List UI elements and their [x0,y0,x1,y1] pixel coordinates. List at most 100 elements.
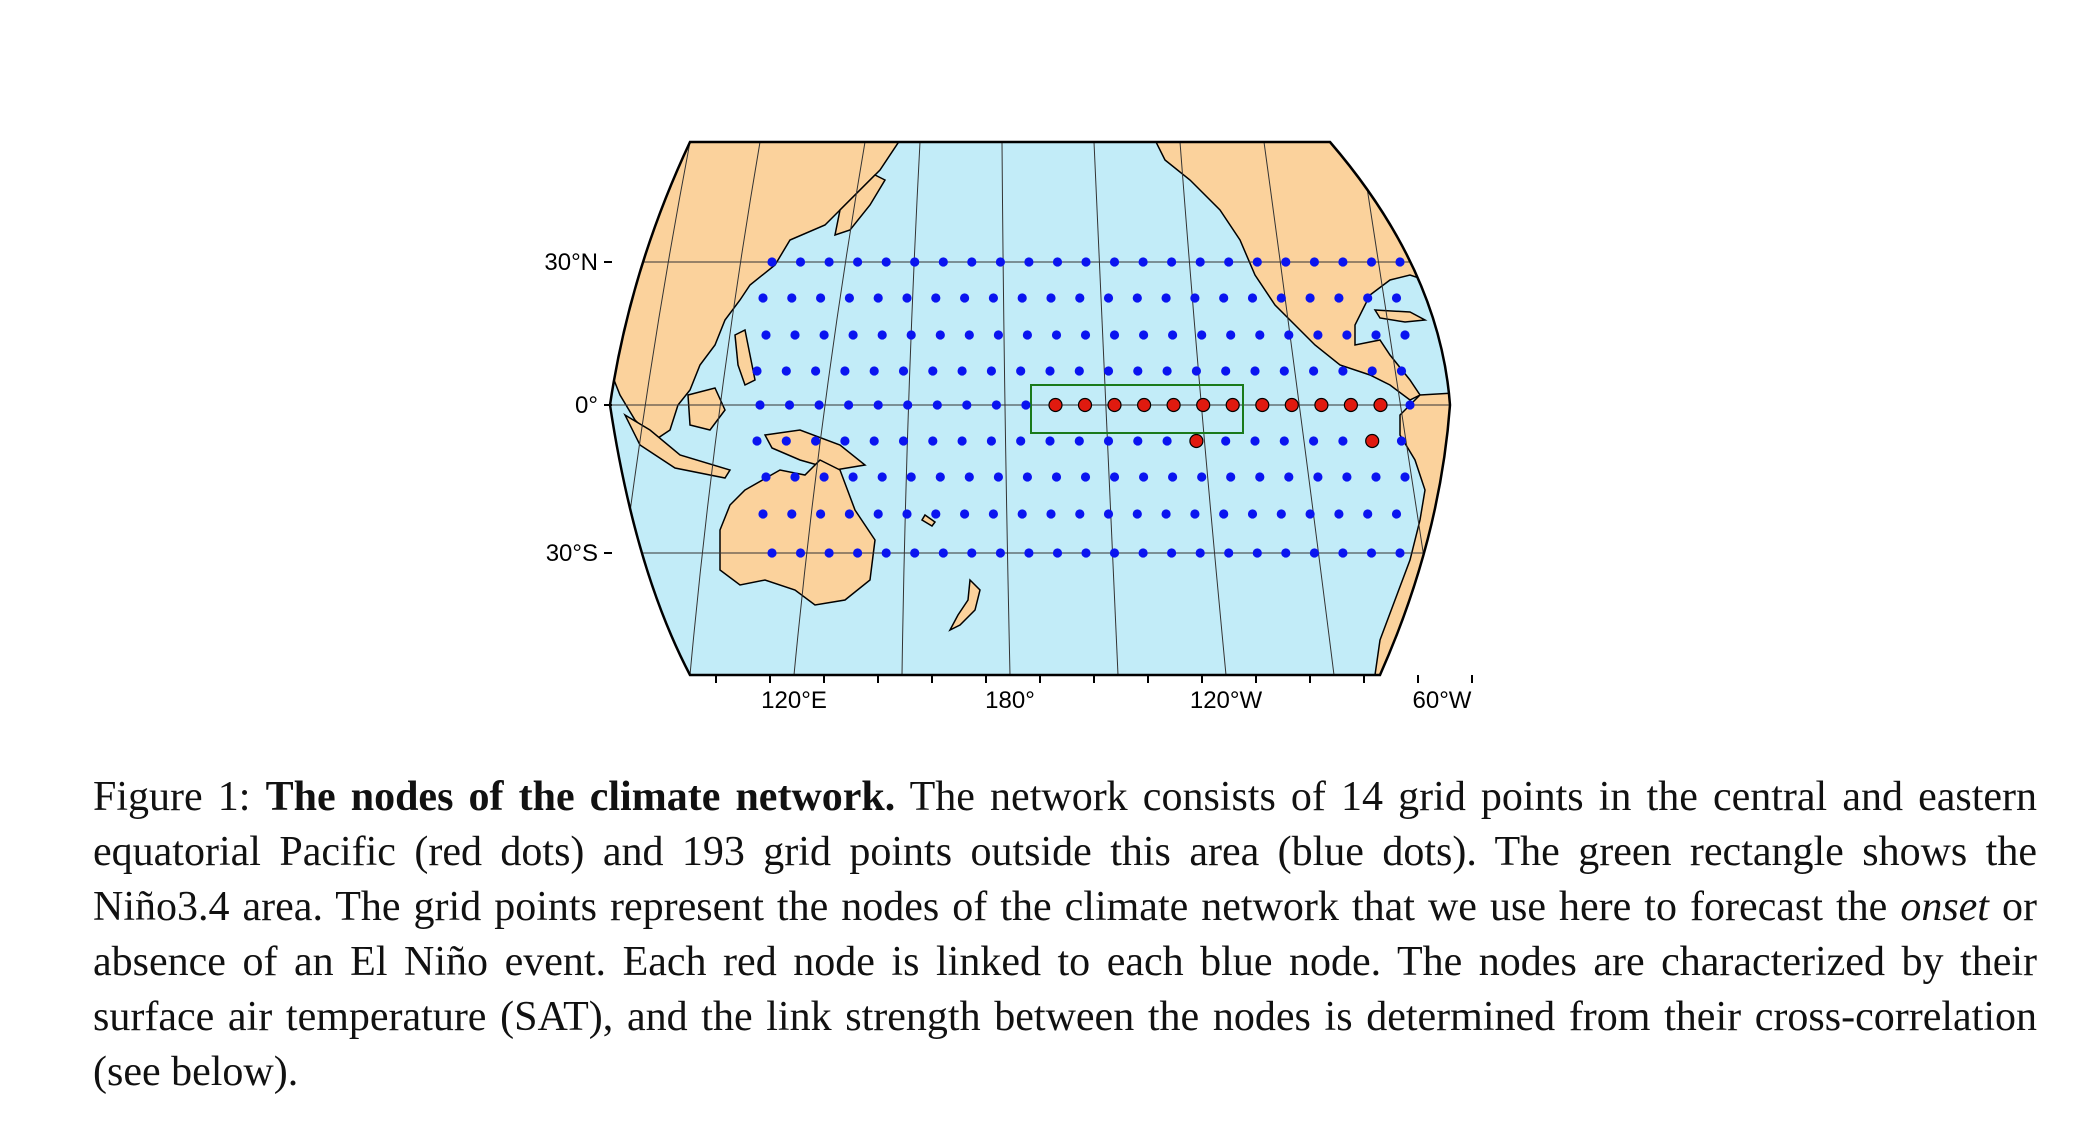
blue-node [819,472,829,482]
blue-node [1305,293,1315,303]
blue-node [1252,257,1262,267]
blue-node [960,509,970,519]
blue-node [986,436,996,446]
australia-landmass [719,459,876,606]
blue-node [1168,472,1178,482]
blue-node [1281,548,1291,558]
blue-node [962,400,972,410]
blue-node [877,330,887,340]
blue-node [1103,509,1114,519]
meridian-line [689,142,761,675]
red-node [1255,397,1270,413]
blue-node [1052,548,1063,558]
borneo-island [687,387,726,431]
blue-node [1396,436,1407,446]
blue-node [1021,400,1031,410]
lon-label-60w: 60°W [1413,687,1472,714]
blue-node [1109,330,1120,340]
blue-node [1226,330,1236,340]
sumatra-java-islands [623,413,732,479]
blue-node [1276,509,1286,519]
blue-node [1075,509,1085,519]
blue-node [877,472,887,482]
red-node [1196,397,1211,413]
blue-node [1109,472,1120,482]
blue-node [1309,366,1319,376]
blue-node [1138,257,1148,267]
blue-node [795,548,806,558]
blue-node [824,257,834,267]
blue-node [1400,472,1410,482]
blue-node [988,293,998,303]
blue-node [811,436,821,446]
blue-node [1162,366,1172,376]
red-node [1284,397,1299,413]
blue-node [1045,436,1055,446]
blue-node [1395,257,1405,267]
blue-node [1371,330,1381,340]
blue-node [1197,330,1207,340]
grid-nodes [752,257,1415,558]
blue-node [1161,509,1171,519]
blue-node [840,366,850,376]
blue-node [1363,293,1373,303]
blue-node [873,400,883,410]
blue-node [1195,257,1205,267]
blue-node [935,330,945,340]
blue-node [1052,257,1063,267]
blue-node [1016,366,1026,376]
blue-node [960,293,970,303]
map-frame [608,140,1452,677]
blue-node [1103,366,1114,376]
blue-node [1309,548,1319,558]
blue-node [1017,293,1027,303]
blue-node [881,548,891,558]
blue-node [957,366,967,376]
blue-node [1190,509,1200,519]
blue-node [928,436,938,446]
meridian-line [1263,142,1335,675]
blue-node [853,548,863,558]
blue-node [1250,436,1260,446]
blue-node [1017,509,1027,519]
blue-node [1250,366,1260,376]
red-node [1225,397,1240,413]
blue-node [755,400,765,410]
blue-node [1247,293,1258,303]
blue-node [758,509,768,519]
blue-node [1221,366,1231,376]
red-node [1373,397,1388,413]
caption-text-part-1: The network consists of 14 grid points i… [93,774,2038,930]
blue-node [1284,472,1294,482]
blue-node [1284,330,1294,340]
blue-node [811,366,821,376]
red-node [1048,397,1063,413]
blue-node [781,436,791,446]
blue-node [1391,293,1402,303]
blue-node [988,509,998,519]
blue-node [1252,548,1262,558]
blue-node [1279,436,1289,446]
blue-node [902,293,912,303]
blue-node [932,400,942,410]
blue-node [1168,330,1178,340]
blue-node [964,330,974,340]
lat-label-30s: 30°S [546,540,598,567]
blue-node [902,509,912,519]
blue-node [1338,548,1348,558]
red-node [1365,433,1380,449]
meridian-line [1093,142,1119,675]
blue-node [787,509,797,519]
lat-label-30n: 30°N [544,249,598,276]
blue-node [938,548,948,558]
blue-node [1305,509,1315,519]
blue-node [1313,330,1323,340]
blue-node [1080,330,1091,340]
blue-node [1080,472,1091,482]
blue-node [1132,509,1142,519]
meridian-line [1001,142,1011,675]
red-node [1189,433,1204,449]
blue-node [1309,436,1319,446]
blue-node [787,293,797,303]
blue-node [1103,436,1114,446]
